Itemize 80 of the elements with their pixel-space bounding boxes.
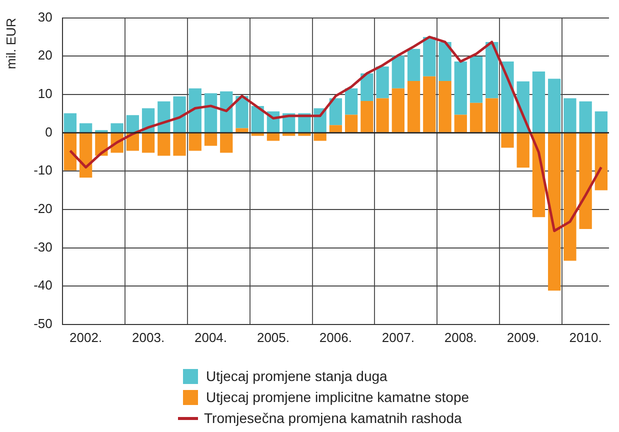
bar	[204, 93, 218, 132]
bar	[486, 42, 498, 98]
legend-label: Utjecaj promjene implicitne kamatne stope	[206, 388, 470, 407]
legend-label: Utjecaj promjene stanja duga	[206, 367, 388, 386]
y-tick-label: -40	[34, 278, 52, 293]
bar	[126, 115, 139, 132]
bar	[344, 88, 358, 115]
bar	[470, 56, 483, 103]
y-tick-label: -50	[34, 316, 52, 331]
bar	[79, 123, 92, 132]
y-tick-label: 20	[38, 48, 52, 63]
bar	[142, 133, 155, 153]
bar	[329, 125, 342, 132]
bar	[360, 100, 374, 132]
bar	[376, 98, 389, 132]
y-tick-label: -10	[34, 162, 52, 178]
bar	[204, 133, 218, 146]
x-tick-label: 2008.	[444, 330, 477, 345]
bar	[548, 78, 561, 132]
bar	[501, 61, 514, 132]
bar	[220, 133, 233, 153]
bar	[314, 133, 326, 141]
bar	[501, 133, 514, 148]
bar	[173, 96, 186, 132]
x-tick-label: 2003.	[132, 330, 165, 345]
bar	[110, 123, 124, 132]
x-tick-label: 2006.	[319, 330, 352, 345]
x-tick-label: 2009.	[506, 330, 540, 345]
bar	[188, 88, 202, 132]
bar	[423, 36, 436, 76]
bar	[454, 114, 467, 132]
bar	[251, 133, 264, 136]
bar	[548, 133, 561, 291]
bar	[266, 133, 280, 141]
bar	[564, 98, 576, 132]
bar	[516, 133, 530, 168]
y-tick-label: -20	[34, 201, 52, 216]
bar	[454, 61, 467, 115]
bar	[173, 133, 186, 156]
bar	[407, 48, 420, 82]
x-tick-label: 2005.	[256, 330, 290, 345]
x-tick-label: 2002.	[70, 330, 102, 345]
bar	[392, 88, 404, 132]
bar	[438, 42, 452, 82]
bar	[579, 101, 592, 132]
bar	[282, 133, 296, 136]
bar	[79, 133, 92, 178]
bar	[236, 96, 248, 128]
bar	[579, 133, 592, 229]
bar	[298, 133, 311, 136]
x-tick-label: 2004.	[194, 330, 228, 345]
bar	[236, 128, 248, 132]
legend-label: Tromjesečna promjena kamatnih rashoda	[204, 409, 462, 428]
bar	[64, 113, 77, 132]
bar	[532, 71, 546, 132]
bar	[329, 98, 342, 126]
bar	[564, 133, 576, 261]
bar	[251, 106, 264, 132]
bar	[423, 76, 436, 132]
bar	[360, 73, 374, 101]
bar	[392, 56, 404, 88]
y-tick-label: -30	[34, 239, 52, 254]
x-tick-label: 2007.	[382, 330, 414, 345]
bar	[188, 133, 202, 151]
bar	[594, 133, 608, 190]
bar	[220, 91, 233, 132]
bar	[64, 133, 77, 170]
bar	[594, 111, 608, 132]
bar	[158, 133, 170, 156]
bar	[407, 81, 420, 132]
bar	[470, 102, 483, 132]
x-tick-label: 2010.	[569, 330, 602, 345]
bar	[486, 98, 498, 132]
bar	[438, 81, 452, 132]
y-tick-label: 30	[38, 9, 52, 24]
bar	[344, 114, 358, 132]
y-tick-label: 0	[45, 124, 52, 140]
y-axis-title: mil. EUR	[3, 18, 18, 70]
bar	[376, 66, 389, 98]
y-tick-label: 10	[38, 86, 52, 102]
